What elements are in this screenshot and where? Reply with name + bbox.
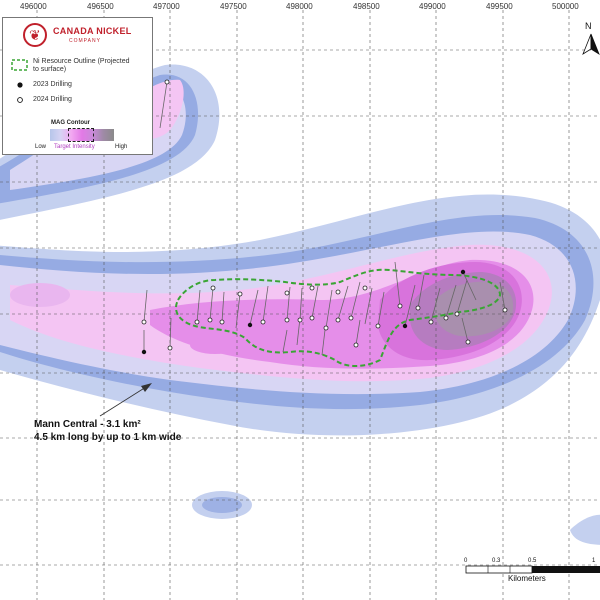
drill-2024 [219,319,225,325]
ni-resource-outline [175,268,502,367]
mag-zone-low-southeast [570,514,600,545]
drill-2023 [247,322,253,328]
grid-x-label: 500000 [552,2,579,11]
drill-2024 [323,325,329,331]
mag-color-ramp [50,129,114,141]
drill-2024 [194,319,200,325]
grid-x-label: 496500 [87,2,114,11]
grid-x-label: 497000 [153,2,180,11]
drill-2023 [402,323,408,329]
company-name: CANADA NICKEL [53,26,132,36]
maple-leaf-icon: ❦ [29,27,41,43]
dashed-outline-icon [11,59,28,71]
mag-zone-pink-west [10,283,70,307]
drill-2023 [141,349,147,355]
open-circle-icon [17,97,23,103]
mag-low-label: Low [35,144,47,150]
drill-2024 [260,319,266,325]
scale-tick-label: 0.3 [492,558,501,564]
drill-2024 [348,315,354,321]
drill-2024 [164,79,170,85]
mann-central-annotation: Mann Central - 3.1 km² 4.5 km long by up… [34,418,181,444]
drill-collars [141,79,508,355]
drill-2024 [297,317,303,323]
grid-x-label: 499500 [486,2,513,11]
grid-x-label: 497500 [220,2,247,11]
scale-bar [465,565,600,574]
annotation-line-2: 4.5 km long by up to 1 km wide [34,432,182,443]
drill-2024 [415,305,421,311]
mag-high-label: High [115,144,128,150]
drill-2024 [397,303,403,309]
scale-tick-label: 0.5 [528,558,537,564]
legend-label: 2024 Drilling [33,96,72,103]
drill-2024 [335,289,341,295]
scale-tick-label: 0 [464,558,468,564]
map-legend: ❦ CANADA NICKEL COMPANY Ni Resource Outl… [2,17,153,155]
drill-2024 [207,317,213,323]
filled-circle-icon [17,82,23,88]
drill-2024 [210,285,216,291]
grid-x-label: 496000 [20,2,47,11]
annotation-arrow [99,383,152,417]
drill-2024 [309,315,315,321]
company-logo: ❦ CANADA NICKEL COMPANY [23,23,143,49]
scale-tick-label: 1 [592,558,596,564]
mag-zone-blue-south [202,497,242,513]
drill-2024 [141,319,147,325]
grid-x-label: 498500 [353,2,380,11]
drill-2024 [284,290,290,296]
drill-2023 [460,269,466,275]
target-range-box [68,128,94,142]
drill-2024 [362,285,368,291]
grid-x-label: 499000 [419,2,446,11]
mag-target-label: Target Intensity [54,144,95,150]
drill-2024 [454,311,460,317]
north-arrow-icon [582,33,600,55]
drill-2024 [335,317,341,323]
drill-2024 [167,345,173,351]
mag-zone-pink-center [190,336,240,354]
drill-2024 [428,319,434,325]
north-label: N [585,21,592,31]
grid-x-label: 498000 [286,2,313,11]
drill-2024 [353,342,359,348]
drill-traces [143,81,506,356]
drill-2024 [443,315,449,321]
drill-2024 [502,307,508,313]
company-subtitle: COMPANY [69,38,101,44]
drill-2024 [237,291,243,297]
mag-contour-title: MAG Contour [51,120,90,126]
legend-label: 2023 Drilling [33,81,72,88]
logo-ring: ❦ [23,23,47,47]
drill-2024 [375,323,381,329]
mag-zone-high-inner [434,281,514,337]
drill-2024 [465,339,471,345]
drill-2024 [284,317,290,323]
legend-label: Ni Resource Outline (Projected to surfac… [33,58,130,73]
annotation-line-1: Mann Central - 3.1 km² [34,419,141,430]
scale-units-label: Kilometers [508,574,546,583]
drill-2024 [309,285,315,291]
